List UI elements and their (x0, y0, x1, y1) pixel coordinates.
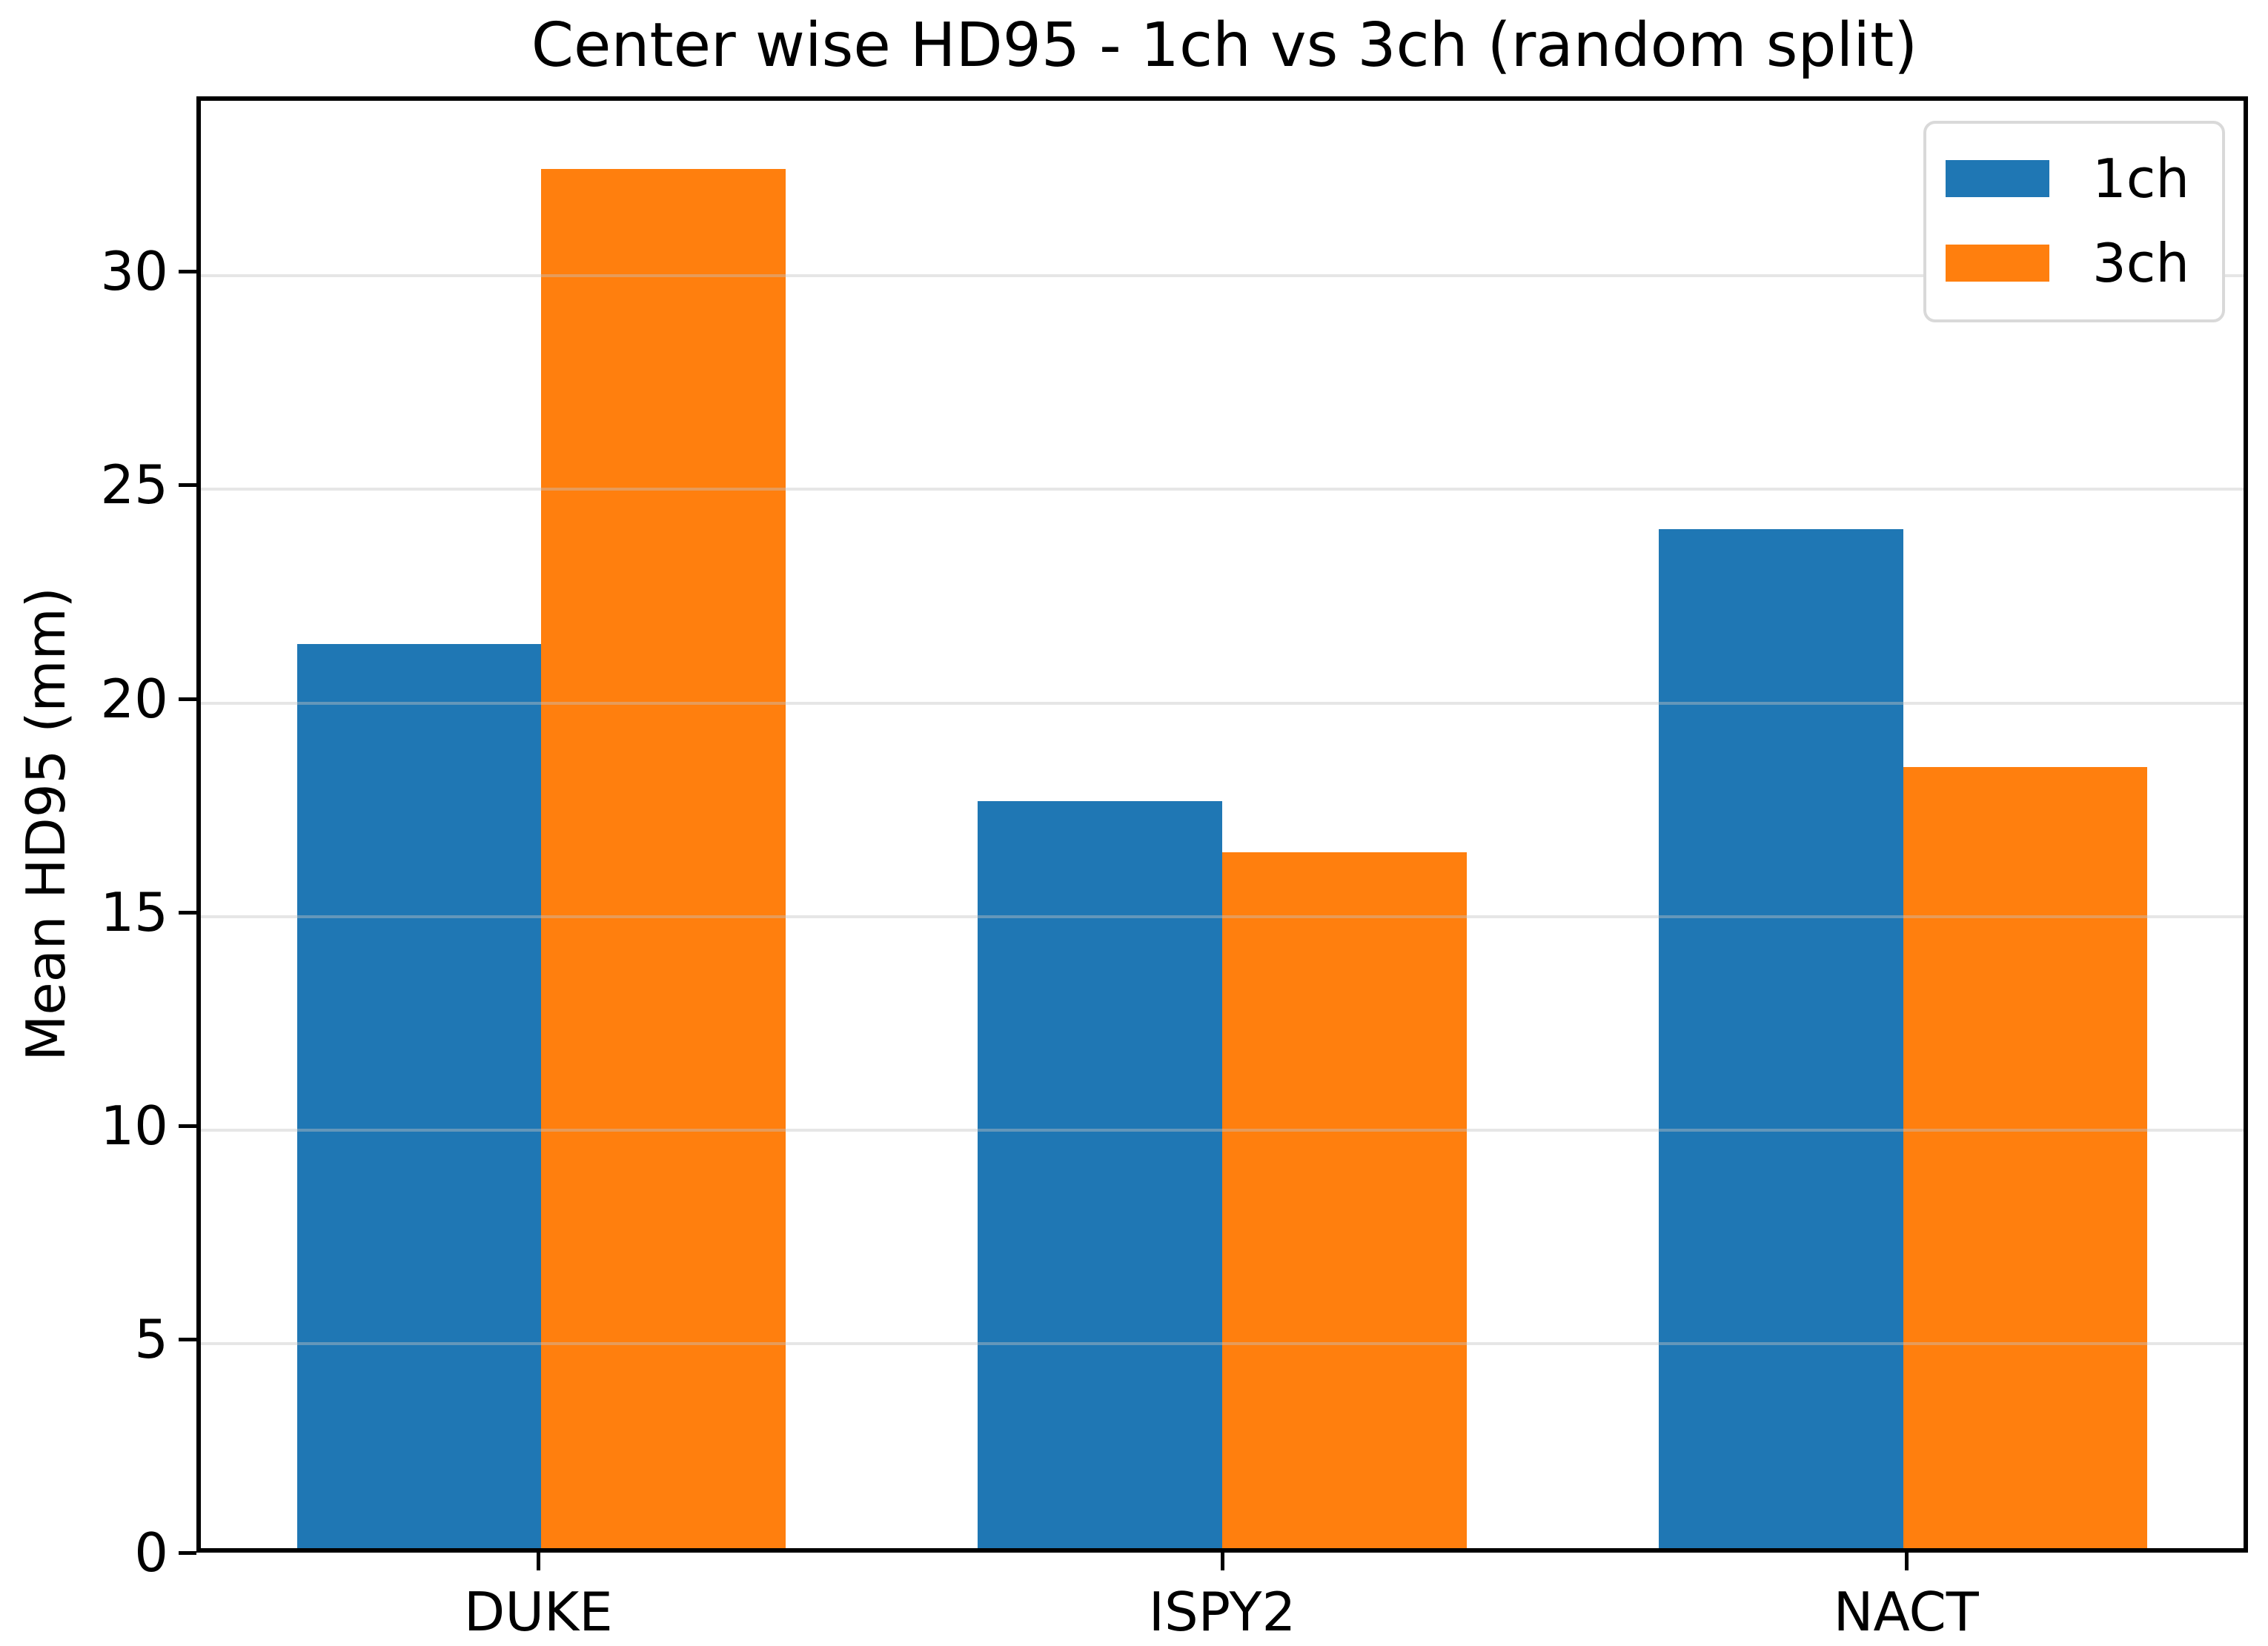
bar-ISPY2-3ch (1222, 852, 1467, 1548)
chart-title: Center wise HD95 - 1ch vs 3ch (random sp… (531, 10, 1918, 81)
gridline-y-20 (201, 701, 2244, 705)
bar-DUKE-3ch (541, 168, 786, 1548)
legend-swatch-1ch (1945, 160, 2049, 197)
gridline-y-10 (201, 1128, 2244, 1132)
x-tick-mark-DUKE (537, 1553, 541, 1570)
gridline-y-5 (201, 1341, 2244, 1345)
y-tick-label-25: 25 (100, 454, 168, 517)
x-tick-mark-ISPY2 (1221, 1553, 1224, 1570)
x-tick-label-NACT: NACT (1833, 1581, 1979, 1643)
legend: 1ch 3ch (1923, 121, 2225, 322)
gridline-y-30 (201, 274, 2244, 278)
y-tick-label-0: 0 (134, 1521, 168, 1584)
y-tick-label-30: 30 (100, 240, 168, 303)
y-tick-label-10: 10 (100, 1094, 168, 1157)
legend-label-1ch: 1ch (2092, 147, 2189, 210)
legend-item-1ch: 1ch (1945, 145, 2189, 213)
x-tick-label-ISPY2: ISPY2 (1148, 1581, 1296, 1643)
x-tick-mark-NACT (1904, 1553, 1909, 1570)
gridline-y-25 (201, 488, 2244, 491)
x-tick-label-DUKE: DUKE (463, 1581, 613, 1643)
bar-ISPY2-1ch (978, 801, 1222, 1548)
bar-NACT-3ch (1903, 767, 2148, 1548)
plot-area (196, 96, 2248, 1553)
y-tick-mark-10 (179, 1124, 196, 1128)
y-tick-mark-30 (179, 270, 196, 274)
y-tick-mark-0 (179, 1551, 196, 1555)
legend-item-3ch: 3ch (1945, 229, 2189, 297)
bar-NACT-1ch (1659, 529, 1903, 1548)
y-tick-mark-25 (179, 483, 196, 488)
y-tick-mark-5 (179, 1337, 196, 1341)
legend-label-3ch: 3ch (2092, 232, 2189, 294)
y-tick-label-5: 5 (134, 1307, 168, 1370)
y-tick-label-20: 20 (100, 667, 168, 730)
y-tick-mark-20 (179, 697, 196, 701)
y-tick-mark-15 (179, 910, 196, 915)
y-tick-label-15: 15 (100, 880, 168, 943)
bar-DUKE-1ch (296, 644, 542, 1548)
gridline-y-15 (201, 915, 2244, 918)
y-axis-label: Mean HD95 (mm) (15, 587, 77, 1061)
legend-swatch-3ch (1945, 245, 2049, 282)
